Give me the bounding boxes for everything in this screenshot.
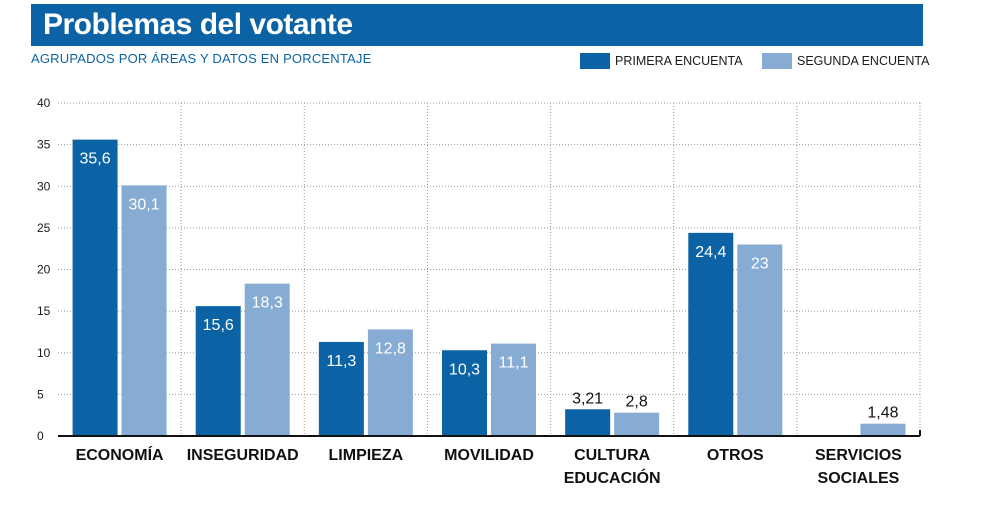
x-tick-label: MOVILIDAD (444, 447, 534, 464)
data-label: 1,48 (867, 405, 898, 422)
x-tick-label: SERVICIOS (815, 447, 902, 464)
data-label: 3,21 (572, 390, 603, 407)
y-tick-label: 30 (37, 179, 51, 193)
legend-item-primera: PRIMERA ENCUENTA (580, 53, 743, 69)
x-tick-label: CULTURA (574, 447, 651, 464)
bar-segunda (244, 283, 290, 436)
data-label: 18,3 (252, 295, 283, 312)
bar-primera (442, 350, 487, 436)
bar-segunda (737, 244, 783, 436)
bar-primera (195, 306, 241, 436)
data-label: 11,1 (499, 355, 529, 372)
data-label: 15,6 (203, 317, 234, 334)
x-tick-label: EDUCACIÓN (564, 468, 661, 487)
bar-primera (565, 409, 611, 436)
data-label: 30,1 (129, 196, 160, 213)
y-tick-label: 15 (37, 304, 51, 318)
legend-label-segunda: SEGUNDA ENCUENTA (797, 54, 930, 68)
chart-subtitle: AGRUPADOS POR ÁREAS Y DATOS EN PORCENTAJ… (31, 51, 372, 66)
legend-item-segunda: SEGUNDA ENCUENTA (762, 53, 929, 69)
y-tick-label: 20 (37, 263, 51, 277)
x-tick-label: OTROS (707, 447, 764, 464)
y-tick-label: 5 (37, 387, 44, 401)
bar-primera (318, 341, 364, 436)
chart-title: Problemas del votante (43, 8, 353, 41)
x-tick-label: SOCIALES (818, 470, 900, 487)
data-label: 10,3 (449, 361, 480, 378)
data-label: 2,8 (626, 394, 648, 411)
bar-segunda (367, 329, 413, 436)
y-tick-label: 0 (37, 429, 44, 443)
bar-primera (72, 139, 118, 436)
legend-swatch-primera (580, 53, 610, 69)
data-label: 24,4 (695, 244, 726, 261)
bar-primera (688, 232, 734, 436)
y-tick-label: 25 (37, 221, 51, 235)
data-label: 23 (751, 256, 769, 273)
x-tick-label: LIMPIEZA (329, 447, 404, 464)
data-label: 35,6 (80, 151, 111, 168)
x-tick-label: ECONOMÍA (76, 445, 164, 464)
y-tick-label: 40 (37, 96, 51, 110)
legend-swatch-segunda (762, 53, 792, 69)
title-bar: Problemas del votante (31, 4, 923, 46)
bar-segunda (491, 343, 536, 436)
y-tick-label: 10 (37, 346, 51, 360)
bar-segunda (614, 412, 660, 436)
data-label: 11,3 (326, 353, 356, 370)
legend-label-primera: PRIMERA ENCUENTA (615, 54, 743, 68)
y-tick-label: 35 (37, 138, 51, 152)
bar-segunda (121, 185, 167, 436)
bar-segunda (860, 423, 906, 436)
data-label: 12,8 (375, 340, 406, 357)
x-tick-label: INSEGURIDAD (187, 447, 299, 464)
